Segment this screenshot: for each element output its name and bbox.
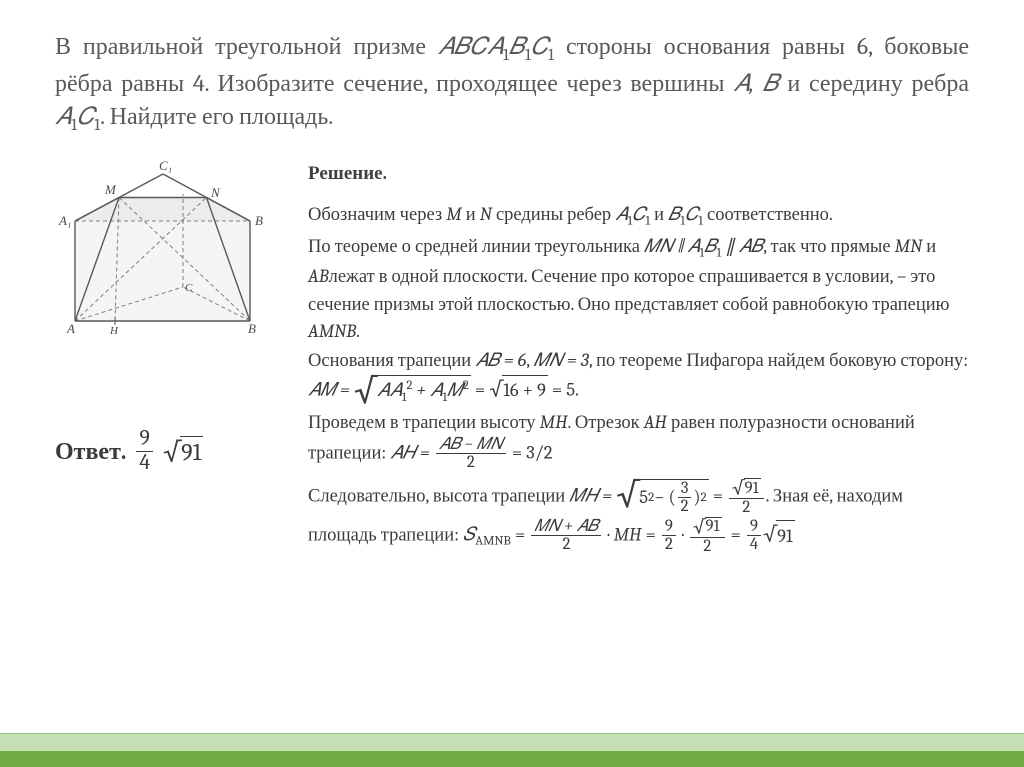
label-M: M bbox=[104, 182, 117, 197]
problem-prism: 𝐴𝐵𝐶𝐴1𝐵1𝐶1 bbox=[438, 32, 554, 60]
label-A1: A₁ bbox=[58, 213, 71, 228]
solution-body: Обозначим через M и N средины ребер 𝐴1𝐶1… bbox=[308, 201, 969, 555]
problem-text: и середину ребра bbox=[779, 69, 969, 97]
label-A: A bbox=[66, 321, 75, 334]
label-B1: B bbox=[255, 213, 263, 228]
problem-edge: 𝐴1𝐶1 bbox=[55, 102, 100, 130]
prism-figure: A B C A₁ B C₁ M N H bbox=[55, 159, 280, 334]
footer-decoration bbox=[0, 733, 1024, 767]
label-C: C bbox=[185, 282, 193, 294]
answer-label: Ответ. bbox=[55, 437, 126, 466]
problem-text: . Найдите его площадь. bbox=[100, 102, 333, 130]
problem-verts: 𝐴, 𝐵 bbox=[733, 69, 779, 97]
label-C1: C₁ bbox=[159, 159, 172, 173]
problem-text: В правильной треугольной призме bbox=[55, 32, 438, 60]
answer-root: 91 bbox=[163, 436, 203, 468]
problem-statement: В правильной треугольной призме 𝐴𝐵𝐶𝐴1𝐵1𝐶… bbox=[55, 30, 969, 137]
answer-block: Ответ. 9 4 91 bbox=[55, 428, 280, 474]
label-H: H bbox=[109, 325, 119, 334]
label-B: B bbox=[248, 321, 256, 334]
label-N: N bbox=[210, 185, 221, 200]
answer-fraction: 9 4 bbox=[136, 428, 153, 474]
solution-title: Решение. bbox=[308, 159, 969, 187]
